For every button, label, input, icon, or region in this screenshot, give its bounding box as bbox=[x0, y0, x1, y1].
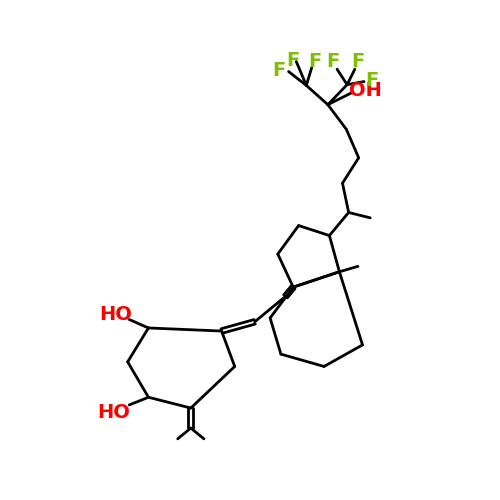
Text: F: F bbox=[365, 70, 378, 90]
Text: F: F bbox=[308, 52, 322, 71]
Text: HO: HO bbox=[100, 304, 132, 324]
Text: OH: OH bbox=[349, 82, 382, 100]
Text: F: F bbox=[352, 52, 364, 71]
Text: F: F bbox=[326, 52, 340, 71]
Text: F: F bbox=[272, 62, 286, 80]
Text: HO: HO bbox=[98, 403, 130, 422]
Text: F: F bbox=[286, 50, 300, 70]
